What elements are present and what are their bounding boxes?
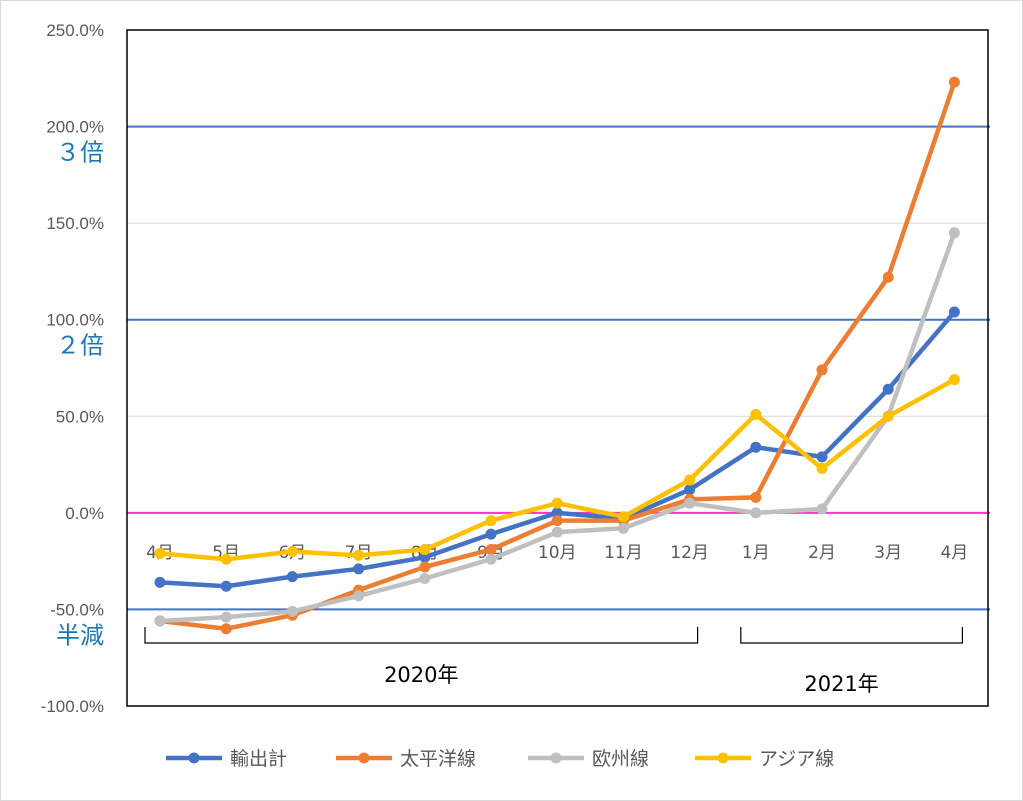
year-bracket-1	[740, 627, 963, 644]
data-point	[617, 511, 629, 523]
reference-line-label: 半減	[56, 621, 104, 649]
legend-label: アジア線	[759, 748, 834, 770]
data-point	[551, 515, 563, 527]
data-point	[816, 451, 828, 463]
legend-marker	[358, 752, 370, 764]
data-point	[948, 306, 960, 318]
legend-marker	[188, 752, 200, 764]
y-tick-label: -100.0%	[41, 697, 104, 716]
data-point	[220, 553, 232, 565]
data-point	[750, 491, 762, 503]
data-point	[882, 410, 894, 422]
data-point	[353, 563, 365, 575]
data-point	[419, 544, 431, 556]
data-point	[750, 441, 762, 453]
data-point	[750, 507, 762, 519]
data-point	[617, 522, 629, 534]
y-tick-label: -50.0%	[50, 600, 104, 619]
year-bracket-0	[144, 627, 699, 644]
data-point	[220, 580, 232, 592]
y-tick-label: 250.0%	[46, 21, 104, 40]
legend-label: 欧州線	[592, 748, 649, 770]
data-point	[948, 374, 960, 386]
data-point	[286, 545, 298, 557]
y-tick-label: 200.0%	[46, 118, 104, 137]
y-tick-label: 50.0%	[56, 407, 104, 426]
y-tick-label: 150.0%	[46, 214, 104, 233]
x-tick-label: 12月	[670, 543, 709, 563]
data-point	[816, 364, 828, 376]
data-point	[419, 573, 431, 585]
data-point	[485, 515, 497, 527]
data-point	[882, 383, 894, 395]
y-tick-label: 100.0%	[46, 311, 104, 330]
data-point	[419, 551, 431, 563]
reference-line-label: ２倍	[56, 332, 104, 360]
data-point	[485, 528, 497, 540]
data-point	[948, 76, 960, 88]
x-tick-label: 10月	[538, 543, 577, 563]
plot-area-border	[126, 29, 989, 707]
data-point	[551, 526, 563, 538]
data-point	[353, 549, 365, 561]
y-tick-label: 0.0%	[65, 504, 104, 523]
reference-line-label: ３倍	[56, 139, 104, 167]
year-label: 2021年	[804, 672, 878, 696]
data-point	[816, 462, 828, 474]
data-point	[286, 605, 298, 617]
data-point	[948, 227, 960, 239]
legend-label: 太平洋線	[400, 748, 476, 770]
x-tick-label: 2月	[808, 543, 836, 563]
data-point	[220, 611, 232, 623]
legend-marker	[550, 752, 562, 764]
x-tick-label: 11月	[604, 543, 643, 563]
data-point	[882, 271, 894, 283]
data-point	[154, 576, 166, 588]
data-point	[154, 547, 166, 559]
data-point	[551, 507, 563, 519]
x-tick-label: 1月	[742, 543, 770, 563]
data-point	[419, 561, 431, 573]
data-point	[816, 503, 828, 515]
year-label: 2020年	[384, 663, 458, 687]
legend-label: 輸出計	[230, 748, 287, 770]
legend-marker	[717, 752, 729, 764]
data-point	[286, 571, 298, 583]
data-point	[750, 408, 762, 420]
x-tick-label: 3月	[874, 543, 902, 563]
x-tick-label: 4月	[940, 543, 968, 563]
data-point	[485, 553, 497, 565]
data-point	[220, 623, 232, 635]
data-point	[684, 474, 696, 486]
data-point	[353, 590, 365, 602]
data-point	[551, 497, 563, 509]
data-point	[684, 497, 696, 509]
data-point	[684, 484, 696, 496]
data-point	[154, 615, 166, 627]
data-point	[485, 544, 497, 556]
